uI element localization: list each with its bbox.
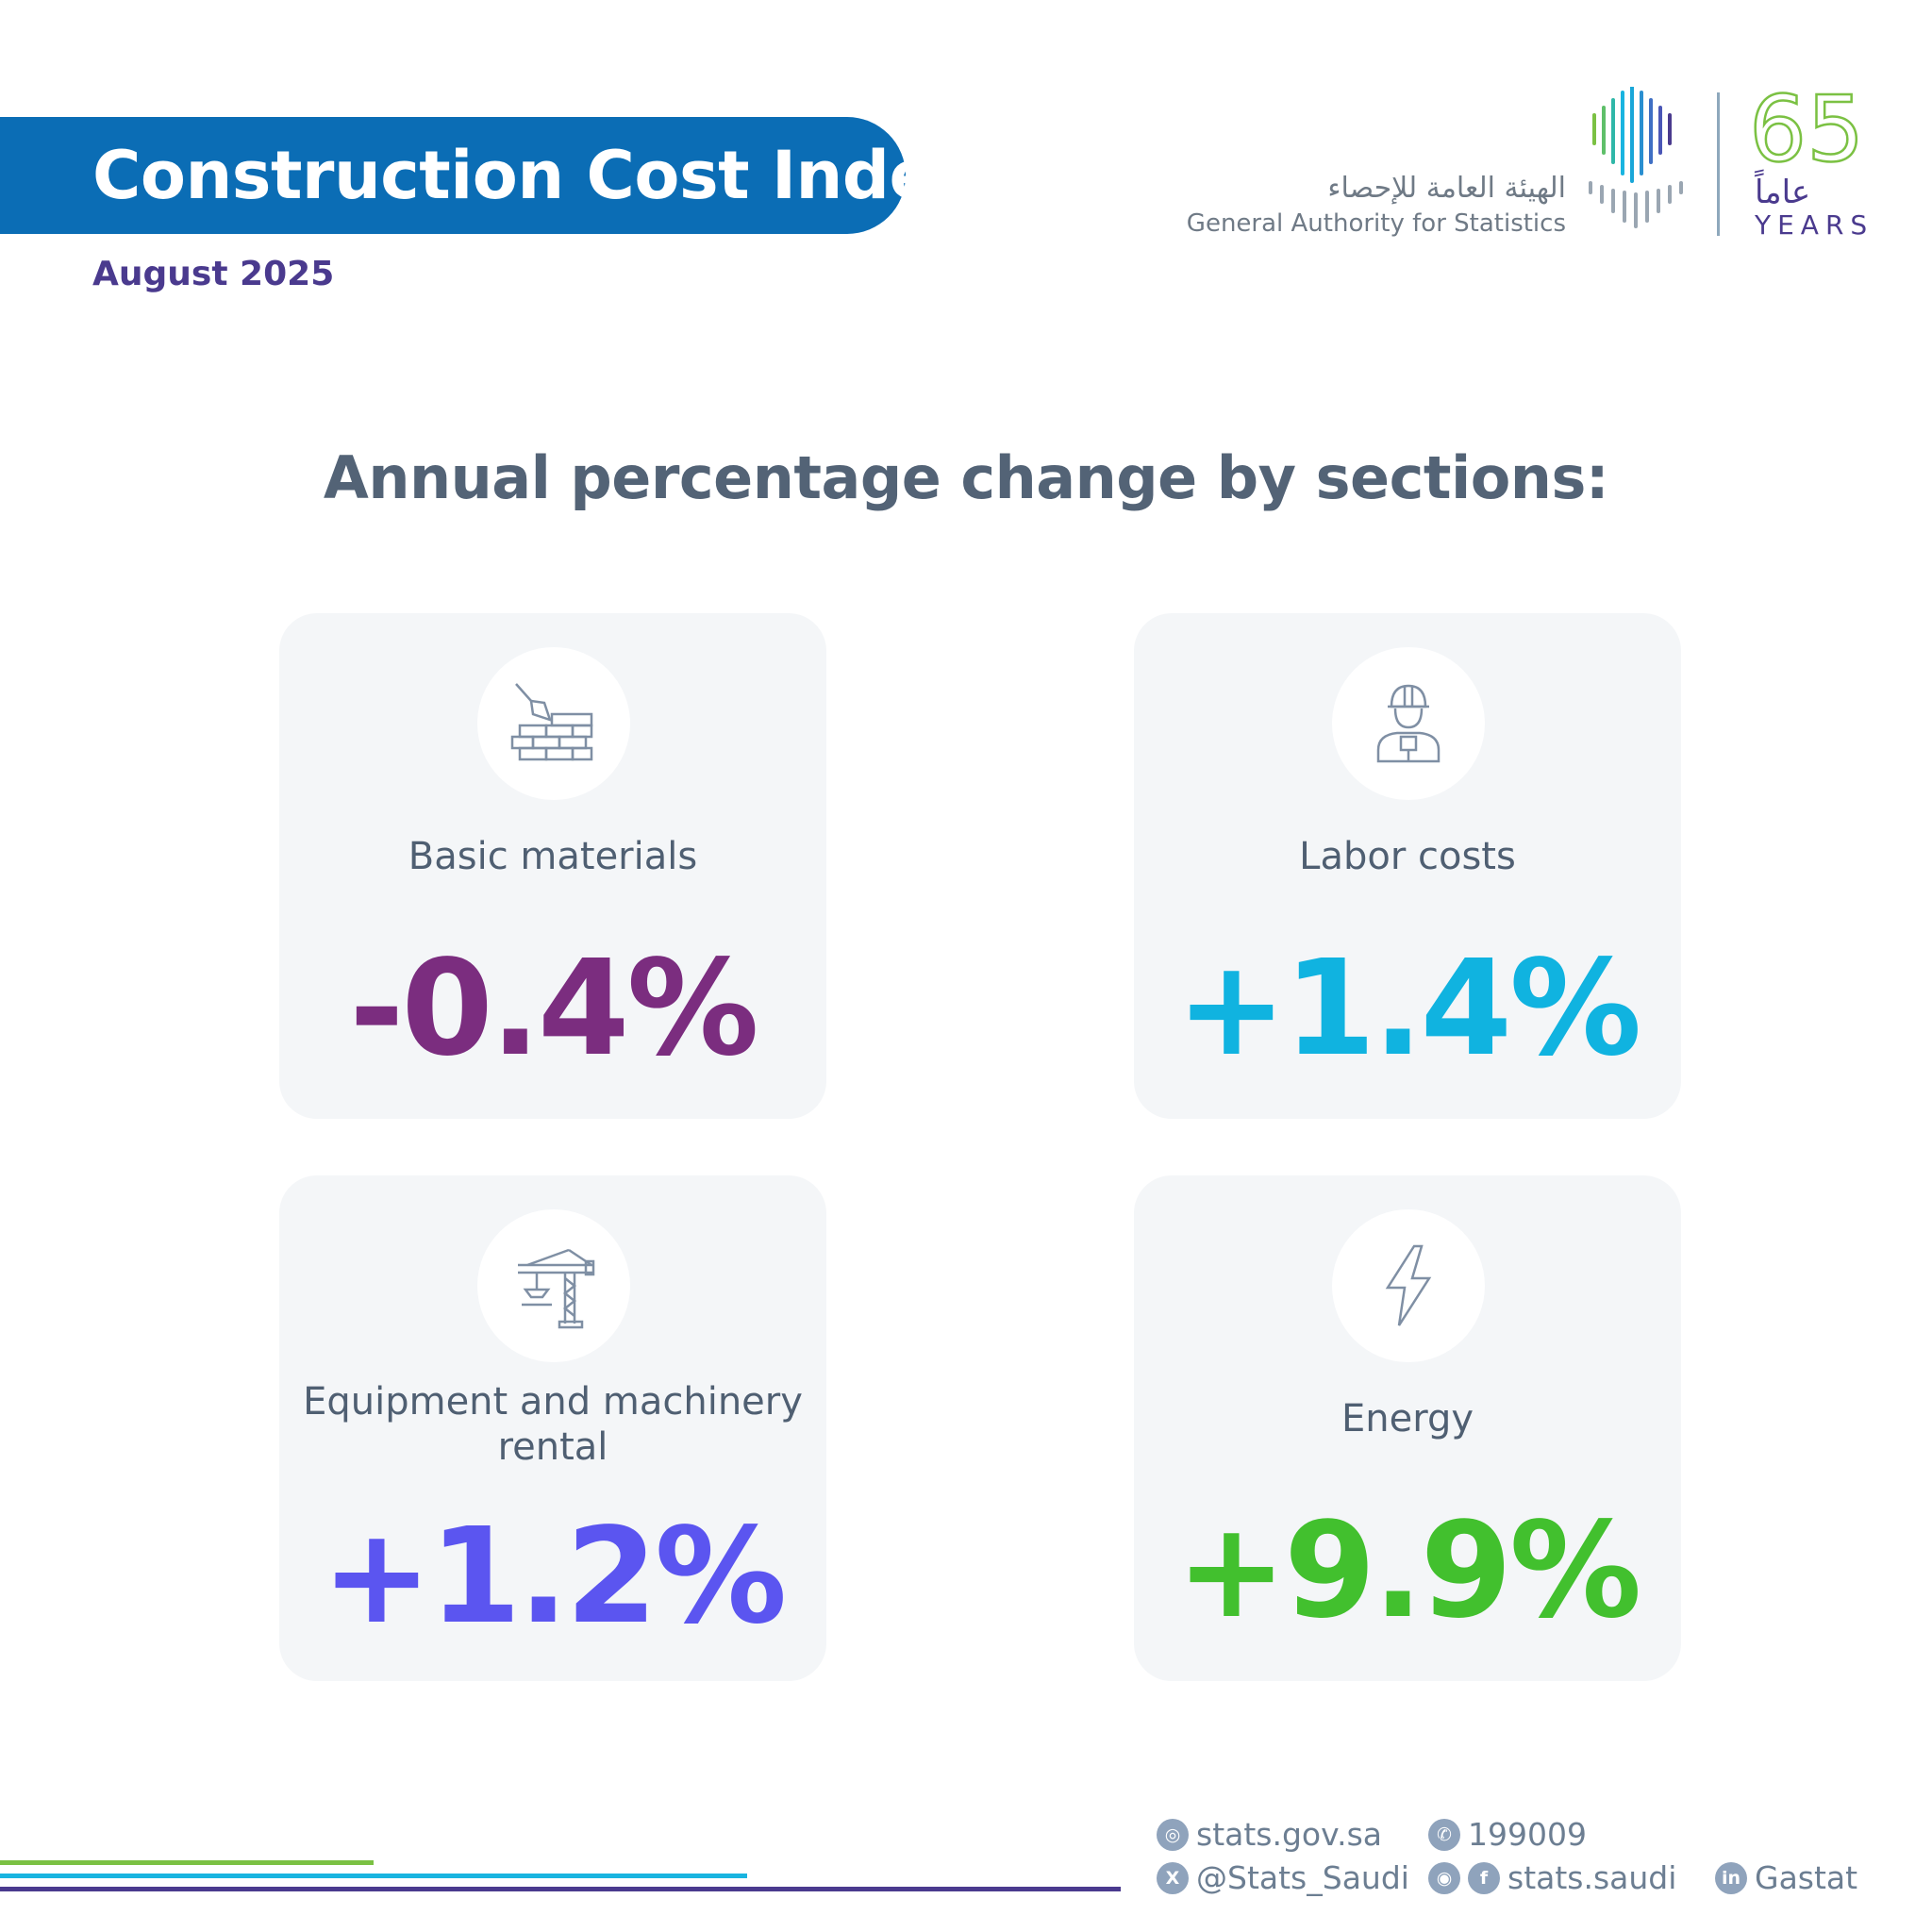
globe-icon: ◎ — [1157, 1818, 1189, 1851]
social-text: stats.saudi — [1507, 1859, 1677, 1896]
gastat-logo: الهيئة العامة للإحصاء General Authority … — [1187, 87, 1868, 247]
card-label: Energy — [1341, 1397, 1474, 1441]
anniversary-years: YEARS — [1755, 209, 1874, 241]
title-banner: Construction Cost Index — [0, 117, 976, 234]
instagram-icon: ◉ — [1428, 1861, 1460, 1894]
org-name-arabic: الهيئة العامة للإحصاء — [1327, 172, 1566, 205]
section-heading: Annual percentage change by sections: — [323, 443, 1609, 512]
linkedin-icon: in — [1715, 1861, 1747, 1894]
linkedin-text: Gastat — [1755, 1859, 1858, 1896]
gastat-mark-icon — [1589, 87, 1683, 228]
icon-circle — [1332, 647, 1485, 800]
page-title: Construction Cost Index — [92, 137, 976, 214]
anniversary-65-icon: 65 — [1748, 87, 1866, 172]
card-basic-materials: Basic materials -0.4% — [279, 613, 826, 1119]
icon-circle — [1332, 1209, 1485, 1362]
crane-icon — [518, 1248, 595, 1329]
card-label: Labor costs — [1299, 835, 1516, 878]
facebook-icon: f — [1468, 1861, 1500, 1894]
card-label-line1: Equipment and machinery — [303, 1380, 803, 1424]
icon-circle — [477, 1209, 630, 1362]
card-label: Basic materials — [408, 835, 698, 878]
lightning-icon — [1385, 1244, 1432, 1326]
phone-icon: ✆ — [1428, 1818, 1460, 1851]
card-label-line2: rental — [497, 1425, 608, 1469]
bricks-trowel-icon — [510, 683, 593, 761]
website-link[interactable]: ◎ stats.gov.sa — [1157, 1816, 1382, 1853]
x-icon: X — [1157, 1861, 1189, 1894]
org-name-english: General Authority for Statistics — [1186, 209, 1566, 238]
report-date: August 2025 — [92, 255, 335, 293]
card-value: +1.2% — [321, 1500, 788, 1654]
card-energy: Energy +9.9% — [1134, 1175, 1681, 1681]
icon-circle — [477, 647, 630, 800]
phone-link[interactable]: ✆ 199009 — [1428, 1816, 1587, 1853]
logo-divider — [1717, 92, 1720, 236]
x-handle-text: @Stats_Saudi — [1196, 1859, 1409, 1896]
linkedin-link[interactable]: in Gastat — [1715, 1859, 1857, 1896]
card-value: +1.4% — [1175, 932, 1642, 1086]
card-value: +9.9% — [1175, 1494, 1642, 1648]
card-value: -0.4% — [349, 932, 758, 1086]
card-equipment-rental: Equipment and machinery rental +1.2% — [279, 1175, 826, 1681]
svg-text:65: 65 — [1749, 87, 1864, 172]
x-link[interactable]: X @Stats_Saudi — [1157, 1859, 1409, 1896]
website-text: stats.gov.sa — [1196, 1816, 1382, 1853]
footer-contacts: ◎ stats.gov.sa ✆ 199009 X @Stats_Saudi ◉… — [0, 1816, 1932, 1910]
phone-text: 199009 — [1468, 1816, 1587, 1853]
card-labor-costs: Labor costs +1.4% — [1134, 613, 1681, 1119]
social-link[interactable]: ◉ f stats.saudi — [1428, 1859, 1676, 1896]
anniversary-arabic: عاماً — [1755, 174, 1811, 211]
footer-decor-lines — [0, 1860, 1121, 1891]
worker-icon — [1376, 684, 1441, 763]
